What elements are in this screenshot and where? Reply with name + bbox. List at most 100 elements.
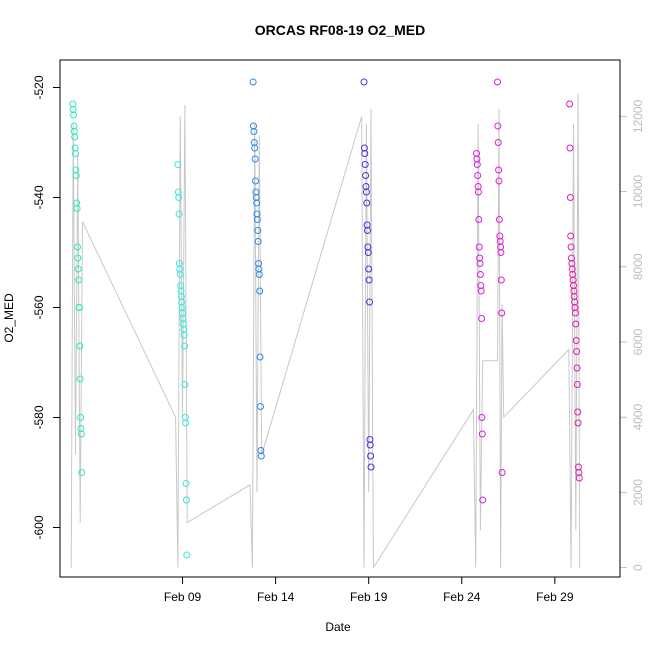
data-point (476, 260, 484, 267)
data-point (176, 271, 184, 278)
data-point (574, 419, 582, 427)
data-point (495, 177, 503, 185)
data-point (78, 469, 86, 476)
data-point (71, 133, 79, 141)
data-point (478, 430, 486, 438)
data-point (572, 337, 580, 344)
data-point (74, 243, 81, 251)
data-point (567, 232, 575, 240)
data-point (477, 287, 485, 295)
y2-tick-label: 0 (631, 564, 645, 571)
series-2 (174, 161, 191, 559)
data-point (77, 414, 85, 421)
data-point (572, 320, 580, 328)
altitude-trace (70, 93, 581, 570)
x-tick-label: Feb 09 (164, 590, 202, 604)
data-point (75, 304, 83, 311)
x-tick-label: Feb 19 (350, 590, 388, 604)
data-point (473, 161, 481, 168)
data-point (77, 430, 85, 438)
x-tick-label: Feb 24 (443, 590, 481, 604)
data-point (494, 78, 501, 86)
altitude-line (70, 93, 581, 570)
y-tick-label: -540 (32, 185, 46, 209)
data-point (575, 474, 583, 482)
x-tick-label: Feb 29 (536, 590, 574, 604)
data-point (566, 194, 574, 201)
data-point (73, 205, 81, 212)
data-point (567, 243, 575, 251)
data-point (255, 271, 263, 278)
y2-tick-label: 2000 (631, 479, 645, 506)
data-point (363, 199, 371, 207)
plot-frame (59, 59, 621, 578)
data-point (362, 188, 370, 196)
data-point (495, 166, 503, 174)
data-point (253, 199, 261, 207)
data-point (182, 496, 190, 504)
data-point (251, 144, 259, 152)
y-axis-label: O2_MED (2, 293, 16, 343)
chart-title: ORCAS RF08-19 O2_MED (255, 22, 425, 38)
data-point (573, 381, 581, 388)
data-point (175, 210, 183, 218)
series-4 (360, 78, 375, 471)
data-point (361, 161, 369, 168)
data-point (183, 551, 191, 559)
y2-tick-label: 8000 (631, 253, 645, 280)
y-tick-label: -600 (32, 515, 46, 539)
data-point (478, 315, 486, 322)
data-point (476, 271, 484, 278)
data-point (479, 496, 487, 504)
data-point (475, 243, 483, 251)
data-points (69, 78, 583, 559)
data-point (360, 78, 368, 86)
data-point (495, 216, 503, 223)
data-point (252, 177, 259, 185)
data-point (254, 238, 262, 245)
y2-tick-label: 12000 (631, 99, 645, 133)
data-point (362, 172, 370, 179)
data-point (573, 364, 581, 372)
data-point (365, 276, 373, 284)
y2-tick-label: 6000 (631, 328, 645, 355)
data-point (254, 227, 262, 234)
y2-tick-label: 4000 (631, 404, 645, 431)
y-tick-label: -520 (32, 75, 46, 99)
data-point (175, 194, 183, 201)
x-tick-label: Feb 14 (257, 590, 295, 604)
data-point (494, 139, 502, 146)
series-5 (473, 150, 487, 504)
data-point (366, 298, 373, 306)
data-point (181, 381, 189, 388)
data-point (498, 469, 506, 476)
series-3 (249, 78, 265, 460)
data-point (494, 122, 502, 130)
data-point (256, 287, 264, 295)
data-point (180, 331, 188, 339)
data-point (361, 150, 369, 157)
x-axis-label: Date (325, 620, 351, 634)
data-point (251, 155, 259, 163)
data-point (497, 276, 505, 284)
series-6 (494, 78, 506, 476)
y-tick-label: -560 (32, 295, 46, 319)
data-point (364, 227, 371, 234)
data-point (76, 375, 84, 383)
data-point (474, 172, 482, 179)
data-point (365, 265, 373, 273)
data-point (257, 452, 265, 460)
data-point (75, 276, 83, 284)
data-point (256, 353, 264, 361)
data-point (74, 265, 82, 273)
y-tick-label: -580 (32, 405, 46, 429)
data-point (249, 78, 257, 86)
data-point (573, 348, 581, 355)
data-point (497, 249, 505, 256)
data-point (72, 150, 79, 157)
data-point (174, 161, 182, 168)
data-point (367, 452, 375, 460)
data-point (571, 309, 579, 317)
data-point (566, 100, 574, 108)
